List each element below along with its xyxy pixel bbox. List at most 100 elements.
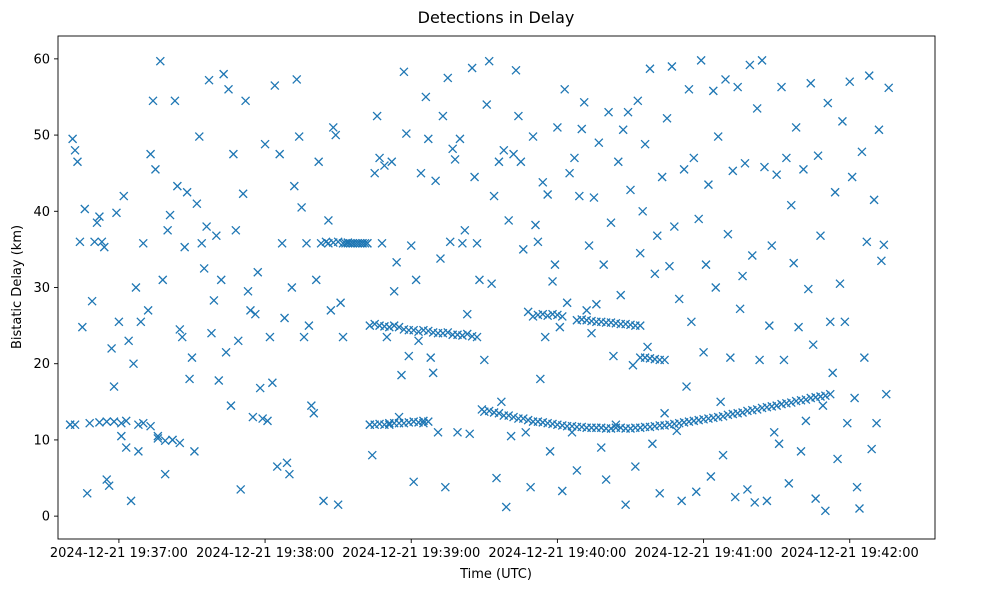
data-point xyxy=(716,397,726,407)
data-point xyxy=(389,321,399,331)
data-point xyxy=(119,191,129,201)
data-point xyxy=(786,200,796,210)
data-point xyxy=(779,355,789,365)
data-point xyxy=(465,429,475,439)
data-point xyxy=(526,482,536,492)
data-point xyxy=(562,298,572,308)
data-point xyxy=(163,225,173,235)
data-point xyxy=(643,342,652,352)
data-point xyxy=(309,408,319,418)
data-point xyxy=(499,145,509,155)
data-point xyxy=(577,124,587,134)
data-point xyxy=(426,353,436,363)
data-point xyxy=(109,382,119,392)
data-point xyxy=(791,122,801,132)
data-point xyxy=(494,157,504,167)
data-point xyxy=(319,496,328,506)
data-point xyxy=(440,482,450,492)
data-point xyxy=(270,81,280,90)
data-point xyxy=(472,238,482,248)
data-point xyxy=(126,496,136,506)
data-point xyxy=(423,134,433,144)
data-point xyxy=(623,107,633,117)
data-point xyxy=(869,195,879,205)
data-point xyxy=(504,411,514,420)
data-point xyxy=(367,450,377,460)
data-point xyxy=(589,193,599,203)
data-point xyxy=(401,129,411,139)
data-point xyxy=(457,238,467,248)
data-point xyxy=(406,241,416,251)
data-point xyxy=(109,417,119,427)
data-point xyxy=(725,353,735,363)
data-point xyxy=(842,418,852,428)
data-point xyxy=(102,475,112,485)
data-point xyxy=(423,326,433,336)
data-point xyxy=(864,71,874,81)
data-point xyxy=(662,113,672,123)
data-point xyxy=(579,97,589,107)
data-point xyxy=(735,304,745,314)
data-point xyxy=(423,417,433,427)
data-point xyxy=(73,157,82,167)
data-point xyxy=(197,238,207,248)
data-point xyxy=(657,172,667,182)
data-point xyxy=(633,96,643,106)
data-point xyxy=(129,359,138,369)
data-point xyxy=(448,144,458,154)
data-point xyxy=(99,242,109,252)
data-point xyxy=(472,332,482,342)
data-point xyxy=(601,475,611,485)
data-point xyxy=(384,322,394,332)
data-point xyxy=(691,487,701,497)
data-point xyxy=(518,244,528,254)
data-point xyxy=(509,412,519,422)
data-point xyxy=(460,225,470,235)
data-point xyxy=(786,398,796,408)
data-point xyxy=(146,421,156,431)
data-point xyxy=(769,427,779,437)
data-point xyxy=(689,153,699,163)
data-point xyxy=(718,411,728,421)
data-point xyxy=(331,130,341,140)
data-point xyxy=(306,401,316,411)
data-point xyxy=(760,162,769,172)
data-point xyxy=(818,401,828,411)
data-point xyxy=(550,260,560,270)
data-point xyxy=(272,462,282,472)
data-point xyxy=(733,82,743,92)
data-point xyxy=(694,214,704,224)
data-point xyxy=(267,378,277,388)
data-point xyxy=(360,238,370,248)
data-point xyxy=(696,55,706,65)
data-point xyxy=(97,237,107,247)
data-point xyxy=(806,78,816,88)
data-point xyxy=(730,492,740,502)
data-point xyxy=(628,360,638,370)
data-point xyxy=(104,481,114,491)
data-point xyxy=(820,506,830,516)
data-point xyxy=(397,370,406,380)
data-point xyxy=(387,157,397,167)
data-point xyxy=(513,111,523,121)
data-point xyxy=(859,353,869,363)
data-point xyxy=(531,220,540,230)
data-point xyxy=(258,414,268,424)
data-point xyxy=(284,469,294,479)
data-point xyxy=(872,418,881,428)
data-point xyxy=(377,238,387,248)
data-point xyxy=(121,443,131,453)
data-point xyxy=(777,82,786,92)
data-point xyxy=(679,164,689,174)
data-point xyxy=(209,295,219,305)
x-tick-label: 2024-12-21 19:42:00 xyxy=(781,546,919,561)
data-point xyxy=(638,206,648,216)
data-point xyxy=(392,257,402,267)
data-point xyxy=(180,242,190,252)
data-point xyxy=(153,433,163,443)
data-point xyxy=(277,238,287,248)
data-point xyxy=(170,96,180,106)
data-point xyxy=(457,331,467,340)
data-point xyxy=(138,238,148,248)
data-point xyxy=(107,344,117,353)
